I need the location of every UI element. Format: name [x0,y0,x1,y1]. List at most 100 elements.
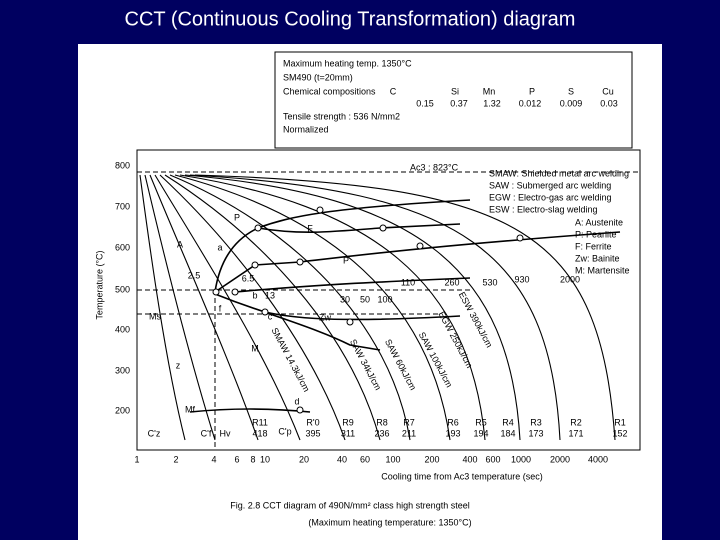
info-text: Chemical compositions [283,86,376,96]
element-header: S [568,86,574,96]
specimen-label: R8 [376,417,388,427]
element-amount: 0.012 [519,98,542,108]
plot-frame [136,149,641,451]
specimen-label: R4 [502,417,514,427]
hardness-label: 194 [473,428,488,438]
specimen-label: R3 [530,417,542,427]
phase-legend: M: Martensite [575,265,630,275]
info-text: SM490 (t=20mm) [283,72,353,82]
x-tick-label: 4 [211,454,216,464]
rate-label: 6.5 [242,273,255,283]
hardness-label: 184 [500,428,515,438]
region-label: M [251,343,259,353]
x-tick-label: 40 [337,454,347,464]
y-tick-label: 300 [115,365,130,375]
info-text: Normalized [283,124,329,134]
y-tick-label: 200 [115,405,130,415]
region-label: Mf [185,404,195,414]
x-tick-label: 8 [250,454,255,464]
x-tick-label: 4000 [588,454,608,464]
process-legend: SAW : Submerged arc welding [489,180,611,190]
hardness-label: 173 [528,428,543,438]
region-label: P [343,255,349,265]
x-tick-label: 600 [485,454,500,464]
info-box [274,51,633,149]
hardness-label: 395 [305,428,320,438]
specimen-label: R6 [447,417,459,427]
process-legend: ESW : Electro-slag welding [489,204,598,214]
specimen-label: R'0 [306,417,319,427]
element-amount: 0.15 [416,98,434,108]
rate-label: 13 [265,290,275,300]
x-tick-label: 1 [134,454,139,464]
element-header: Mn [483,86,496,96]
hardness-label: 193 [445,428,460,438]
ac3-label: Ac3 : 823°C [410,162,459,172]
caption: (Maximum heating temperature: 1350°C) [308,517,471,527]
phase-legend: F: Ferrite [575,241,612,251]
process-legend: EGW : Electro-gas arc welding [489,192,612,202]
rate-label: 100 [377,294,392,304]
region-label: F [307,223,313,233]
region-label: a [217,242,222,252]
element-amount: 1.32 [483,98,501,108]
specimen-label: R7 [403,417,415,427]
rate-label: 2000 [560,274,580,284]
specimen-label: R9 [342,417,354,427]
region-label: b [252,290,257,300]
x-tick-label: 10 [260,454,270,464]
specimen-label: R2 [570,417,582,427]
y-tick-label: 600 [115,242,130,252]
info-text: Tensile strength : 536 N/mm2 [283,111,400,121]
region-label: f [219,303,222,313]
rate-label: 2.5 [188,270,201,280]
rate-label: 260 [444,277,459,287]
info-text: Maximum heating temp. 1350°C [283,58,412,68]
rate-label: 530 [482,277,497,287]
y-axis-title: Temperature (°C) [94,250,104,319]
x-tick-label: 60 [360,454,370,464]
phase-point-label: C'f [201,428,212,438]
hardness-label: 171 [568,428,583,438]
region-label: z [176,360,181,370]
element-header: C [390,86,397,96]
y-tick-label: 700 [115,201,130,211]
hardness-label: 236 [374,428,389,438]
element-header: Cu [602,86,614,96]
element-amount: 0.03 [600,98,618,108]
specimen-label: R5 [475,417,487,427]
element-header: P [529,86,535,96]
rate-label: 930 [514,274,529,284]
phase-point-label: C'p [278,426,291,436]
x-tick-label: 2 [173,454,178,464]
phase-legend: A: Austenite [575,217,623,227]
x-axis-title: Cooling time from Ac3 temperature (sec) [381,471,543,481]
element-amount: 0.37 [450,98,468,108]
hardness-label: 152 [612,428,627,438]
phase-point-label: Hv [220,428,231,438]
y-tick-label: 400 [115,324,130,334]
specimen-label: R11 [252,417,268,427]
element-header: Si [451,86,459,96]
x-tick-label: 400 [462,454,477,464]
rate-label: 30 [340,294,350,304]
rate-label: 110 [401,277,415,287]
region-label: A [177,239,183,249]
y-tick-label: 500 [115,284,130,294]
phase-legend: Zw: Bainite [575,253,620,263]
y-tick-label: 800 [115,160,130,170]
x-tick-label: 20 [299,454,309,464]
x-tick-label: 6 [234,454,239,464]
x-tick-label: 2000 [550,454,570,464]
hardness-label: 311 [341,428,355,438]
caption: Fig. 2.8 CCT diagram of 490N/mm² class h… [230,500,469,510]
x-tick-label: 200 [424,454,439,464]
hardness-label: 418 [252,428,267,438]
rate-label: 50 [360,294,370,304]
region-label: Zw [319,312,331,322]
phase-point-label: C'z [148,428,161,438]
x-tick-label: 1000 [511,454,531,464]
region-label: P [234,212,240,222]
x-tick-label: 100 [385,454,400,464]
